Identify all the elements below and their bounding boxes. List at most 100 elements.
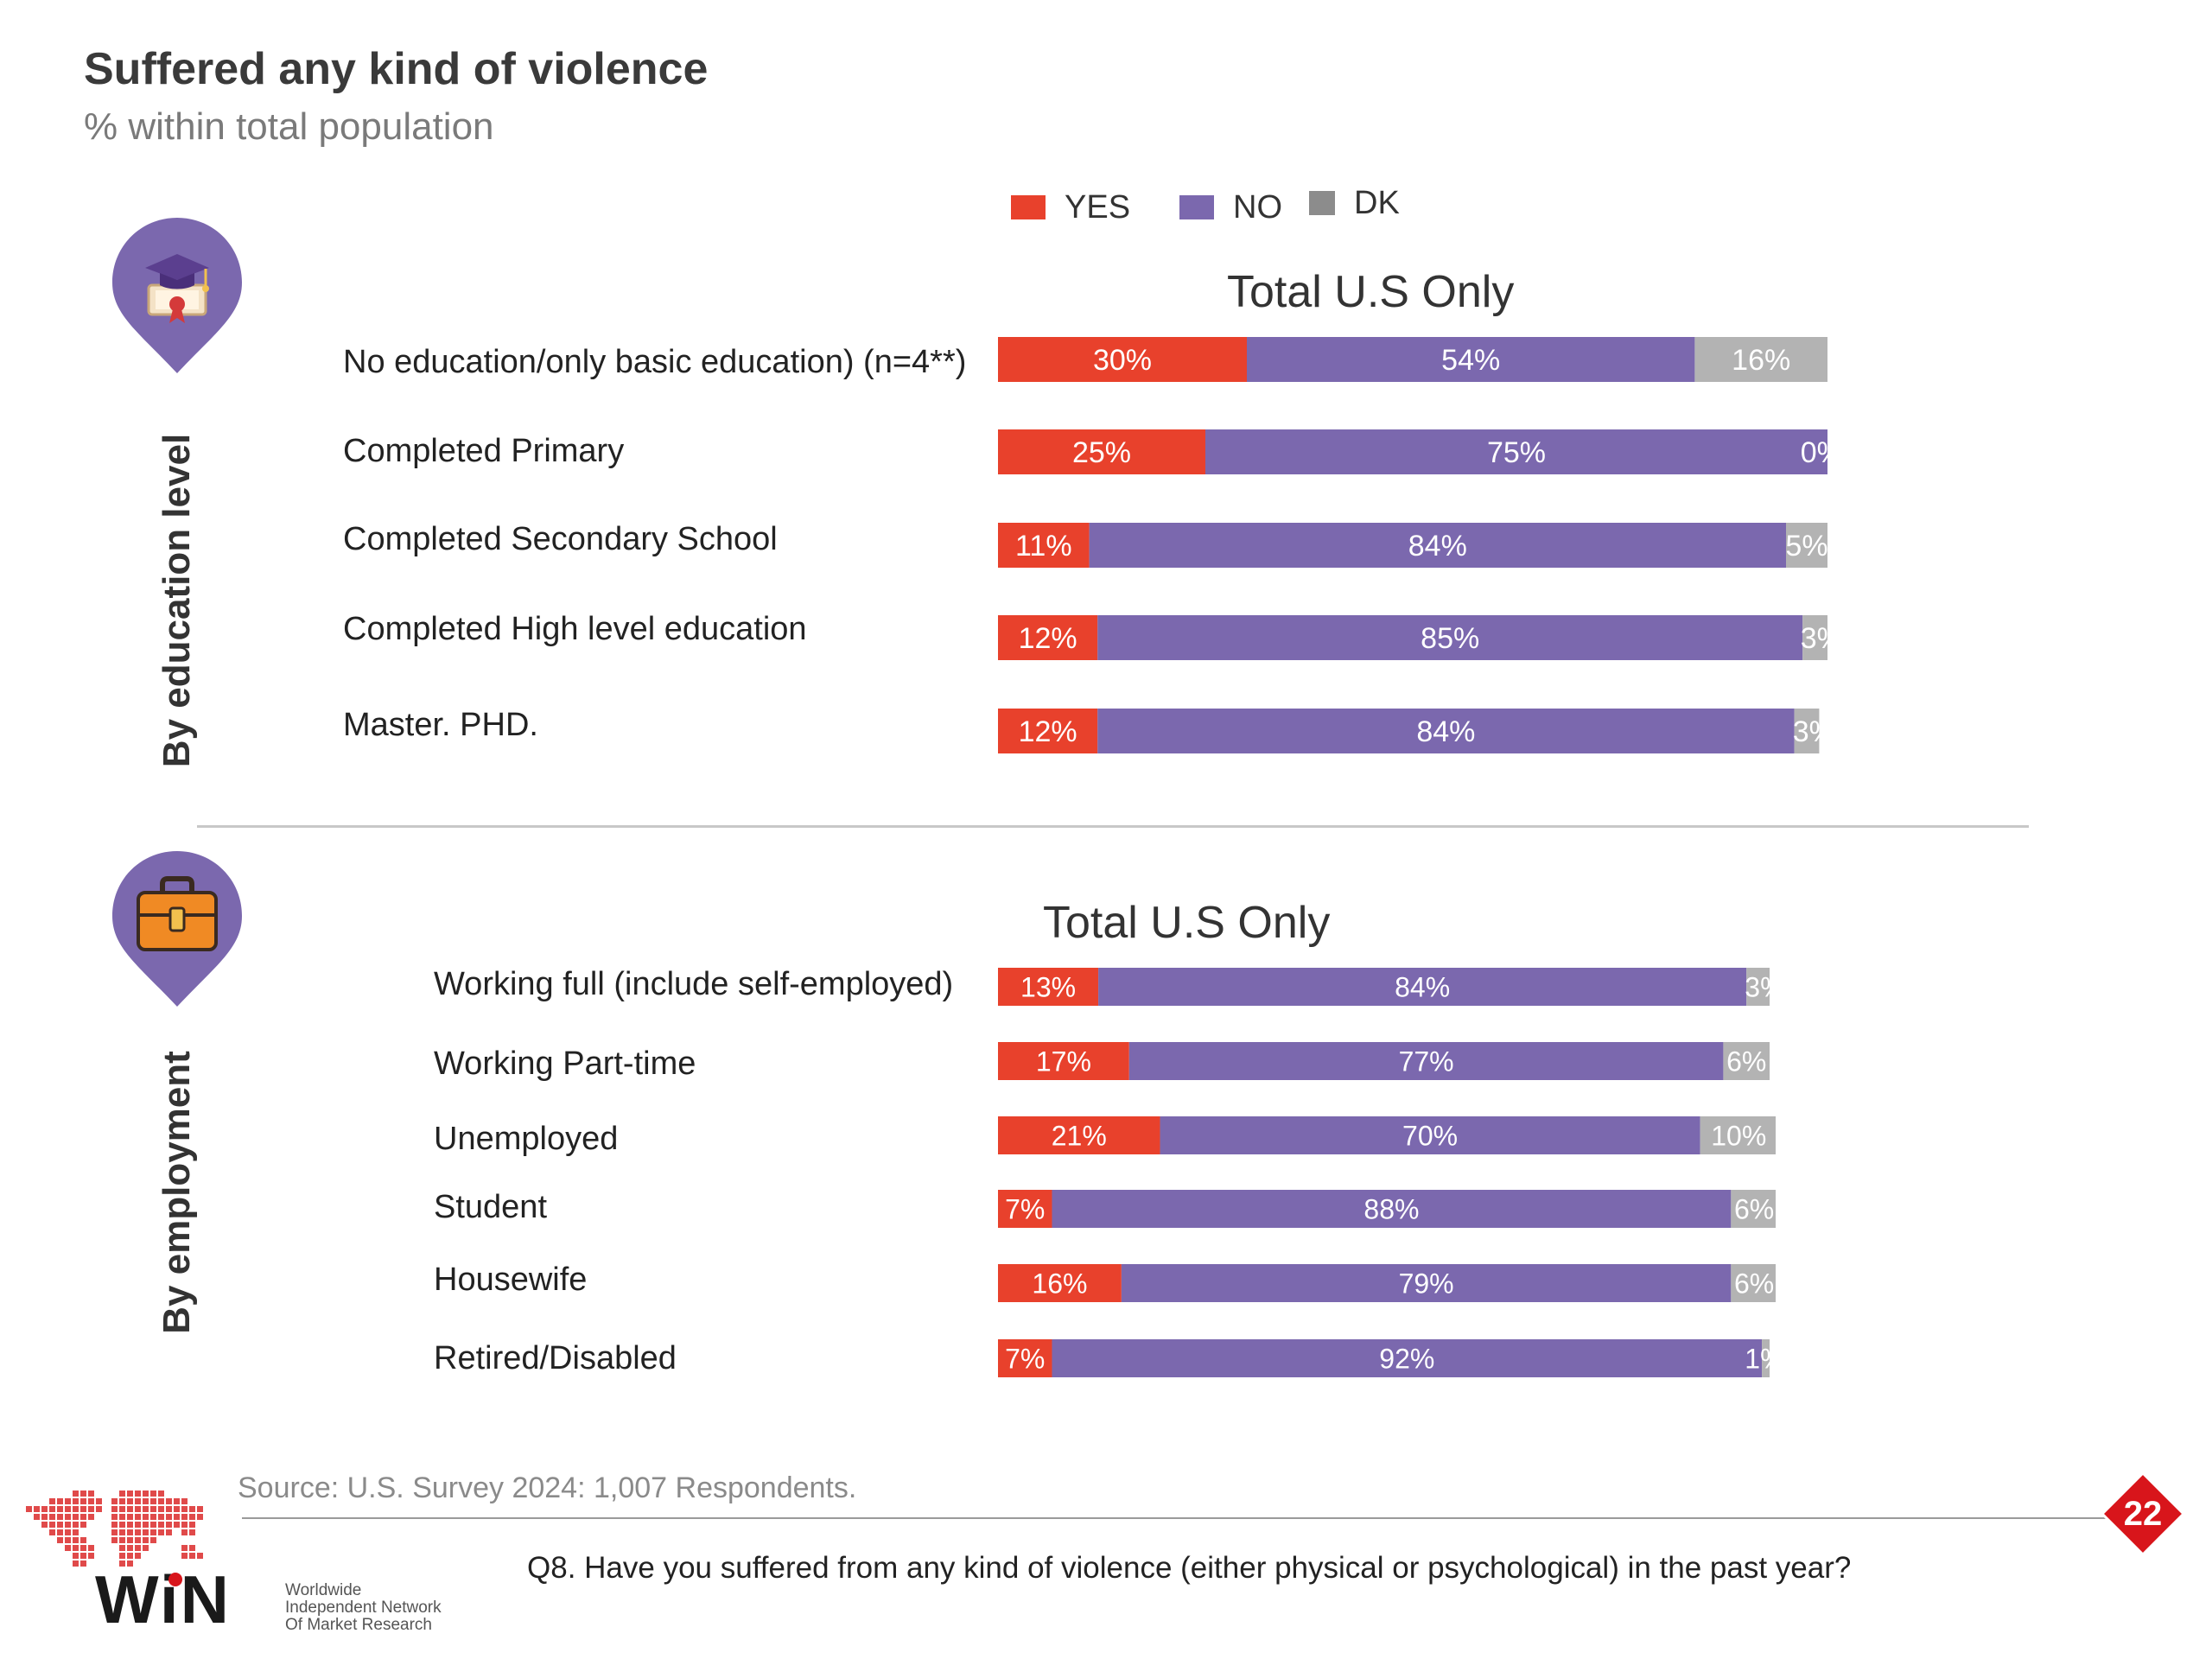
data-label-yes: 11% xyxy=(1015,530,1072,563)
data-label-dk: 0% xyxy=(1801,436,1836,469)
section-label-education: By education level xyxy=(156,433,198,768)
page-number-badge: 22 xyxy=(2100,1471,2186,1557)
legend-item-no: NO xyxy=(1179,186,1282,229)
data-label-dk: 10% xyxy=(1711,1121,1766,1152)
svg-text:Independent Network: Independent Network xyxy=(285,1599,442,1617)
data-label-dk: 3% xyxy=(1793,715,1835,748)
bar-segment-no xyxy=(1247,337,1695,382)
bar-segment-yes xyxy=(998,1190,1052,1228)
data-label-yes: 16% xyxy=(1032,1268,1087,1300)
bar-segment-yes xyxy=(998,968,1099,1006)
page-number: 22 xyxy=(2123,1495,2163,1533)
bar-segment-dk xyxy=(1786,523,1827,568)
chart-title-education: Total U.S Only xyxy=(1227,267,1515,317)
row-label-employment: Unemployed xyxy=(434,1121,619,1157)
data-label-no: 54% xyxy=(1441,344,1500,377)
bar-segment-yes xyxy=(998,1116,1160,1154)
section-divider xyxy=(197,825,2029,828)
bar-segment-dk xyxy=(1723,1042,1770,1080)
bar-segment-yes xyxy=(998,1339,1052,1377)
data-label-no: 84% xyxy=(1416,715,1475,748)
bar-segment-yes xyxy=(998,1264,1122,1302)
bar-segment-yes xyxy=(998,337,1247,382)
data-label-yes: 7% xyxy=(1005,1194,1045,1225)
source-note: Source: U.S. Survey 2024: 1,007 Responde… xyxy=(238,1471,857,1504)
bar-segment-dk xyxy=(1731,1190,1776,1228)
bar-segment-dk xyxy=(1802,615,1827,660)
page-title: Suffered any kind of violence xyxy=(84,44,709,94)
legend-swatch-yes xyxy=(1011,195,1046,219)
data-label-yes: 30% xyxy=(1093,344,1152,377)
data-label-yes: 21% xyxy=(1052,1121,1107,1152)
briefcase-icon xyxy=(112,851,242,1007)
bar-segment-dk xyxy=(1700,1116,1776,1154)
bar-segment-no xyxy=(1098,968,1747,1006)
legend-swatch-no xyxy=(1179,195,1214,219)
row-label-education: No education/only basic education) (n=4*… xyxy=(343,344,967,380)
bar-segment-dk xyxy=(1746,968,1770,1006)
data-label-yes: 12% xyxy=(1019,622,1077,655)
bar-segment-no xyxy=(1097,615,1803,660)
data-label-dk: 3% xyxy=(1745,972,1776,1003)
row-label-education: Completed Primary xyxy=(343,433,625,469)
data-label-no: 79% xyxy=(1399,1268,1454,1300)
data-label-no: 75% xyxy=(1487,436,1546,469)
data-label-no: 84% xyxy=(1408,530,1467,563)
data-label-yes: 12% xyxy=(1019,715,1077,748)
bar-segment-no xyxy=(1052,1190,1732,1228)
graduation-cap-icon xyxy=(112,218,242,373)
data-label-no: 77% xyxy=(1399,1046,1454,1077)
row-label-employment: Student xyxy=(434,1189,547,1225)
data-label-dk: 6% xyxy=(1734,1194,1774,1225)
footer-divider xyxy=(242,1517,2108,1519)
data-label-no: 88% xyxy=(1363,1194,1419,1225)
legend-item-dk: DK xyxy=(1309,181,1400,225)
row-label-education: Master. PHD. xyxy=(343,707,538,743)
bar-segment-yes xyxy=(998,523,1090,568)
row-label-employment: Housewife xyxy=(434,1262,588,1298)
data-label-yes: 7% xyxy=(1005,1344,1045,1375)
world-map-dots-icon xyxy=(26,1491,203,1567)
bar-segment-dk xyxy=(1694,337,1827,382)
legend-label-yes: YES xyxy=(1065,188,1131,226)
bar-segment-yes xyxy=(998,1042,1129,1080)
bar-segment-no xyxy=(1121,1264,1732,1302)
stacked-bar-chart-education: 30% 54% 16% 25% 75% 0% 11% 84% 5% 12% 85% 3% 12% 84% 3… xyxy=(998,337,1836,753)
bar-segment-dk xyxy=(1794,709,1820,753)
row-label-education: Completed High level education xyxy=(343,611,807,647)
data-label-no: 85% xyxy=(1421,622,1479,655)
legend-swatch-dk xyxy=(1309,191,1335,215)
legend-label-no: NO xyxy=(1233,188,1282,226)
bar-segment-no xyxy=(1052,1339,1763,1377)
stacked-bar-chart-employment: 13% 84% 3% 17% 77% 6% 21% 70% 10% 7% 88% 6% 16% 79% 6%… xyxy=(998,968,1776,1377)
data-label-yes: 17% xyxy=(1036,1046,1091,1077)
data-label-dk: 6% xyxy=(1726,1046,1766,1077)
bar-segment-no xyxy=(1128,1042,1724,1080)
bar-segment-dk xyxy=(1762,1339,1770,1377)
section-label-employment: By employment xyxy=(156,1051,198,1334)
data-label-no: 84% xyxy=(1395,972,1450,1003)
bar-segment-yes xyxy=(998,615,1098,660)
data-label-yes: 25% xyxy=(1072,436,1131,469)
svg-text:WiN: WiN xyxy=(95,1561,231,1633)
bar-segment-no xyxy=(1089,523,1786,568)
data-label-dk: 16% xyxy=(1732,344,1790,377)
row-label-employment: Working Part-time xyxy=(434,1046,696,1082)
bar-segment-dk xyxy=(1731,1264,1776,1302)
data-label-dk: 5% xyxy=(1785,530,1827,563)
bar-segment-no xyxy=(1097,709,1795,753)
bar-segment-no xyxy=(1205,429,1827,474)
data-label-no: 70% xyxy=(1402,1121,1458,1152)
survey-question: Q8. Have you suffered from any kind of v… xyxy=(527,1551,1852,1585)
row-label-education: Completed Secondary School xyxy=(343,521,778,557)
page-subtitle: % within total population xyxy=(84,105,494,148)
bar-segment-yes xyxy=(998,429,1205,474)
row-label-employment: Working full (include self-employed) xyxy=(434,966,954,1002)
data-label-dk: 1% xyxy=(1745,1344,1776,1375)
data-label-yes: 13% xyxy=(1020,972,1076,1003)
data-label-dk: 3% xyxy=(1801,622,1836,655)
data-label-dk: 6% xyxy=(1734,1268,1774,1300)
legend-item-yes: YES xyxy=(1011,186,1130,229)
row-label-employment: Retired/Disabled xyxy=(434,1340,677,1376)
bar-segment-yes xyxy=(998,709,1098,753)
